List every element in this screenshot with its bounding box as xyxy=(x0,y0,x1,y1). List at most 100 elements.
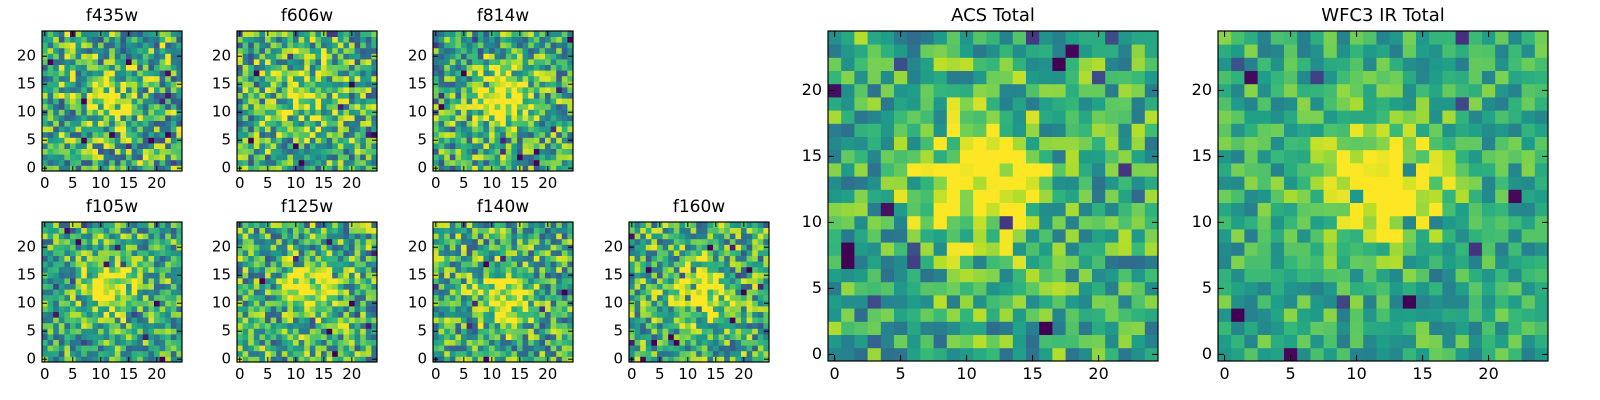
heatmap-cell xyxy=(528,322,535,329)
heatmap-cell xyxy=(713,306,719,312)
heatmap-cell xyxy=(109,294,116,301)
heatmap-cell xyxy=(489,244,495,251)
heatmap-cell xyxy=(259,339,266,346)
heatmap-cell xyxy=(489,64,495,71)
heatmap-cell xyxy=(438,47,445,54)
heatmap-cell xyxy=(371,255,378,262)
heatmap-cell xyxy=(287,350,294,357)
heatmap-cell xyxy=(461,350,467,357)
heatmap-cell xyxy=(53,278,60,284)
heatmap-cell xyxy=(81,92,88,99)
heatmap-cell xyxy=(505,98,512,105)
heatmap-cell xyxy=(92,334,99,340)
heatmap-cell xyxy=(298,345,305,352)
heatmap-cell xyxy=(343,266,350,273)
heatmap-cell xyxy=(142,143,149,149)
heatmap-cell xyxy=(81,294,88,301)
x-tick-label: 5 xyxy=(263,365,273,383)
heatmap-cell xyxy=(561,148,568,155)
heatmap-cell xyxy=(64,92,71,99)
heatmap-cell xyxy=(92,283,99,290)
heatmap-cell xyxy=(242,64,249,71)
heatmap-cell xyxy=(176,261,183,268)
heatmap-cell xyxy=(321,350,327,357)
heatmap-cell xyxy=(640,233,647,240)
heatmap-cell xyxy=(98,289,104,296)
heatmap-cell xyxy=(489,70,495,77)
y-tick-label: 15 xyxy=(211,74,231,93)
heatmap-cell xyxy=(276,238,283,245)
heatmap-cell xyxy=(461,238,467,245)
heatmap-cell xyxy=(640,244,647,251)
heatmap-cell xyxy=(657,311,663,318)
heatmap-cell xyxy=(505,109,512,116)
heatmap-cell xyxy=(1118,215,1132,230)
heatmap-cell xyxy=(556,250,563,256)
heatmap-cell xyxy=(461,227,467,234)
heatmap-cell xyxy=(170,350,177,357)
heatmap-cell xyxy=(556,311,563,318)
heatmap-cell xyxy=(489,36,495,43)
heatmap-cell xyxy=(92,148,99,155)
heatmap-cell xyxy=(701,345,708,352)
heatmap-cell xyxy=(321,255,327,262)
heatmap-cell xyxy=(690,317,697,324)
heatmap-cell xyxy=(718,345,725,352)
heatmap-cell xyxy=(735,222,742,228)
heatmap-cell xyxy=(42,322,48,329)
heatmap-cell xyxy=(920,149,934,164)
heatmap-cell xyxy=(165,103,172,110)
heatmap-cell xyxy=(528,356,535,363)
heatmap-cell xyxy=(483,42,490,49)
heatmap-cell xyxy=(92,306,99,312)
heatmap-cell xyxy=(137,261,144,268)
heatmap-cell xyxy=(365,283,372,290)
heatmap-cell xyxy=(98,126,104,133)
heatmap-cell xyxy=(315,42,322,49)
heatmap-cell xyxy=(505,345,512,352)
heatmap-cell xyxy=(444,311,451,318)
heatmap-cell xyxy=(522,64,529,71)
heatmap-cell xyxy=(466,356,473,363)
heatmap-cell xyxy=(343,233,350,240)
heatmap-cell xyxy=(276,126,283,133)
heatmap-cell xyxy=(438,59,445,65)
heatmap-cell xyxy=(561,328,568,335)
heatmap-cell xyxy=(634,261,641,268)
heatmap-cell xyxy=(159,126,166,133)
heatmap-cell xyxy=(120,137,127,144)
heatmap-cell xyxy=(137,75,144,82)
heatmap-cell xyxy=(47,31,54,37)
heatmap-cell xyxy=(533,137,540,144)
heatmap-cell xyxy=(556,238,563,245)
heatmap-cell xyxy=(449,165,456,172)
heatmap-cell xyxy=(248,322,255,329)
heatmap-cell xyxy=(1052,281,1066,296)
heatmap-cell xyxy=(159,109,166,116)
heatmap-cell xyxy=(455,356,462,363)
panel-title: f606w xyxy=(280,6,334,26)
heatmap-cell xyxy=(511,356,518,363)
heatmap-cell xyxy=(999,321,1014,335)
heatmap-cell xyxy=(707,227,714,234)
heatmap-cell xyxy=(489,328,495,335)
heatmap-cell xyxy=(248,87,255,93)
heatmap-cell xyxy=(265,81,271,88)
heatmap-cell xyxy=(371,59,378,65)
heatmap-cell xyxy=(287,115,294,121)
heatmap-cell xyxy=(634,233,641,240)
heatmap-cell xyxy=(444,266,451,273)
heatmap-cell xyxy=(662,350,669,357)
heatmap-cell xyxy=(120,36,127,43)
heatmap-cell xyxy=(533,283,540,290)
heatmap-cell xyxy=(131,328,138,335)
heatmap-cell xyxy=(237,233,243,240)
heatmap-cell xyxy=(522,283,529,290)
heatmap-cell xyxy=(545,159,551,166)
axes-frame xyxy=(432,30,574,172)
heatmap-cell xyxy=(259,300,266,307)
heatmap-cell xyxy=(477,306,484,312)
heatmap-cell xyxy=(248,31,255,37)
heatmap-cell xyxy=(81,70,88,77)
heatmap-cell xyxy=(545,70,551,77)
